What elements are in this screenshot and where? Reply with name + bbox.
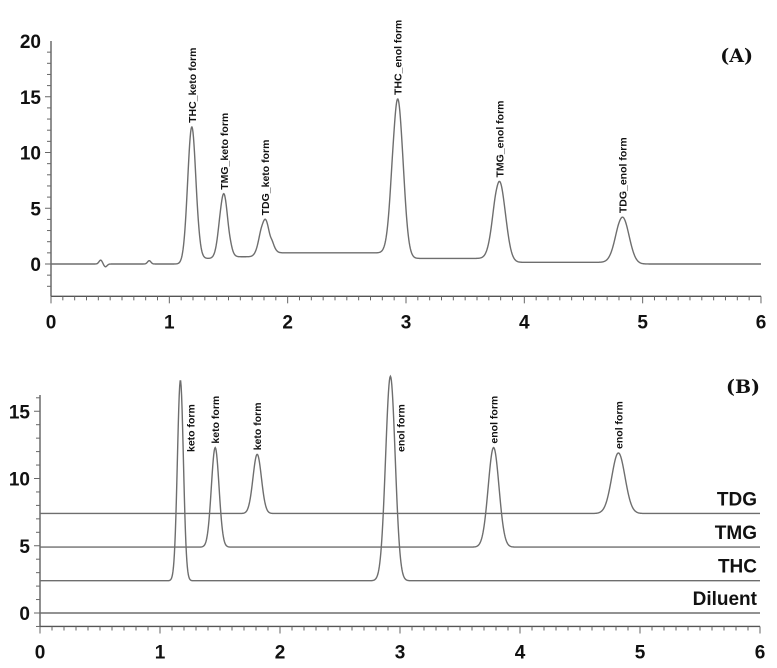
y-tick-label: 15 <box>9 402 31 423</box>
peak-label: keto form <box>210 396 222 444</box>
panel-b-peak-labels: keto form enol form TDG keto form enol form T… <box>185 396 757 610</box>
x-tick-label: 0 <box>35 642 46 663</box>
peak-label: THC_enol form <box>393 20 405 95</box>
y-tick-label: 10 <box>20 144 41 165</box>
x-tick-label: 6 <box>756 312 767 333</box>
trace-tmg <box>40 446 760 548</box>
peak-label: TDG_enol form <box>618 137 630 213</box>
panel-b-tag: (B) <box>726 376 760 398</box>
peak-label: keto form <box>185 404 197 452</box>
x-tick-label: 1 <box>155 642 166 663</box>
y-tick-label: 0 <box>30 255 41 276</box>
peak-label: TMG_enol form <box>494 100 506 177</box>
y-tick-label: 10 <box>9 470 30 491</box>
x-tick-label: 4 <box>519 312 530 333</box>
peak-label: TMG_keto form <box>219 113 231 190</box>
x-tick-label: 2 <box>282 312 293 333</box>
x-tick-label: 1 <box>164 312 175 333</box>
peak-label: enol form <box>489 396 501 444</box>
x-tick-label: 6 <box>755 642 766 663</box>
peak-label: THC_keto form <box>187 48 199 123</box>
trace-thc <box>40 374 760 582</box>
x-tick-label: 0 <box>46 312 57 333</box>
trace-label-thc: THC <box>718 557 757 578</box>
x-tick-label: 5 <box>635 642 646 663</box>
x-tick-label: 3 <box>401 312 412 333</box>
trace-label-diluent: Diluent <box>693 589 758 610</box>
y-tick-label: 5 <box>30 199 41 220</box>
panel-b-traces <box>40 374 760 614</box>
trace-tdg <box>40 452 760 515</box>
y-tick-label: 15 <box>20 88 42 109</box>
trace-label-tdg: TDG <box>717 489 757 510</box>
x-tick-label: 2 <box>275 642 286 663</box>
trace-mixture <box>51 98 761 268</box>
peak-label: enol form <box>395 404 407 452</box>
y-tick-label: 20 <box>20 32 41 53</box>
y-tick-label: 5 <box>19 537 30 558</box>
peak-label: TDG_keto form <box>260 140 272 216</box>
panel-a-tag: (A) <box>720 45 753 67</box>
panel-a-chart: 0 5 10 15 20 0 1 2 3 4 5 6 THC_keto form TMG_keto fo… <box>20 20 766 334</box>
x-tick-label: 3 <box>395 642 406 663</box>
panel-b-axes: 0 5 10 15 0 1 2 3 4 5 6 <box>9 395 765 663</box>
trace-label-tmg: TMG <box>715 523 757 544</box>
panel-a-traces <box>51 98 761 268</box>
peak-label: enol form <box>613 401 625 449</box>
x-tick-label: 4 <box>515 642 526 663</box>
panel-a-axes: 0 5 10 15 20 0 1 2 3 4 5 6 <box>20 32 766 333</box>
panel-a-peak-labels: THC_keto form TMG_keto form TDG_keto form T… <box>187 20 630 216</box>
x-tick-label: 5 <box>637 312 648 333</box>
y-tick-label: 0 <box>19 604 30 625</box>
peak-label: keto form <box>252 402 264 450</box>
